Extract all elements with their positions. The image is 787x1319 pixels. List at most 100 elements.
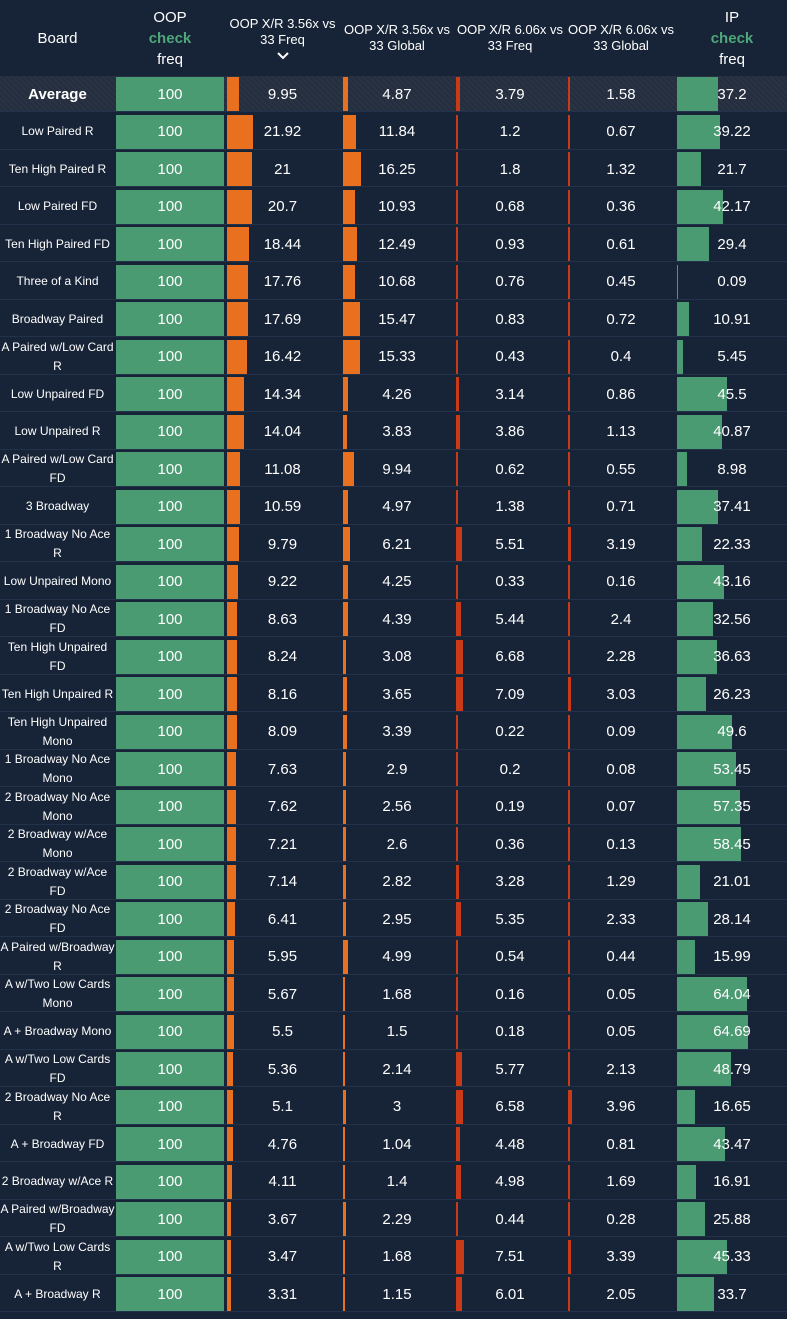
- c1-value: 17.69: [263, 310, 302, 328]
- table-row[interactable]: 1 Broadway No Ace Mono 100 7.63 2.9 0.2 0.08 5…: [0, 751, 787, 787]
- header-col3[interactable]: OOP X/R 6.06x vs 33 Freq: [454, 0, 566, 76]
- c4-bar: [568, 264, 570, 299]
- table-row[interactable]: Ten High Paired FD 100 18.44 12.49 0.93 0.61 2…: [0, 226, 787, 262]
- table-row[interactable]: A w/Two Low Cards FD 100 5.36 2.14 5.77 2.13 4…: [0, 1051, 787, 1087]
- c3-value: 0.16: [495, 985, 525, 1003]
- c2-value: 15.47: [378, 310, 416, 328]
- c2-bar: [343, 189, 356, 224]
- ip-freq-bar: [677, 714, 732, 749]
- c4-value: 0.72: [606, 310, 636, 328]
- table-row[interactable]: Low Unpaired Mono 100 9.22 4.25 0.33 0.16 43.1…: [0, 564, 787, 600]
- ip-check-freq-value: 58.45: [713, 835, 751, 853]
- table-row[interactable]: A w/Two Low Cards Mono 100 5.67 1.68 0.16 0.0…: [0, 976, 787, 1012]
- c4-value: 3.96: [606, 1098, 636, 1115]
- table-row[interactable]: Ten High Paired R 100 21 16.25 1.8 1.32 21.7: [0, 151, 787, 187]
- board-name: 2 Broadway w/Ace Mono: [7, 827, 108, 860]
- header-col2[interactable]: OOP X/R 3.56x vs 33 Global: [341, 0, 453, 76]
- c3-value: 0.33: [495, 573, 525, 590]
- c1-bar: [227, 152, 253, 186]
- ip-freq-bar: [677, 77, 718, 111]
- oop-check-freq-cell: 100: [116, 639, 224, 674]
- board-name: 2 Broadway No Ace R: [4, 1089, 111, 1123]
- table-row[interactable]: 2 Broadway No Ace Mono 100 7.62 2.56 0.19 0.0…: [0, 789, 787, 825]
- table-row[interactable]: A + Broadway Mono 100 5.5 1.5 0.18 0.05 64.69: [0, 1014, 787, 1050]
- c2-value: 3.08: [382, 648, 412, 665]
- c3-value: 0.68: [495, 198, 525, 215]
- ip-check-freq-value: 49.6: [717, 723, 747, 740]
- c2-value: 4.25: [382, 573, 412, 590]
- c3-value: 0.93: [495, 235, 525, 253]
- header-board[interactable]: Board: [0, 0, 115, 76]
- c1-value: 8.09: [267, 723, 298, 740]
- c2-bar: [343, 264, 355, 299]
- table-row[interactable]: 1 Broadway No Ace FD 100 8.63 4.39 5.44 2.4 32…: [0, 601, 787, 637]
- table-row[interactable]: A Paired w/Low Card R 100 16.42 15.33 0.43 0.…: [0, 339, 787, 375]
- table-row[interactable]: 2 Broadway No Ace R 100 5.1 3 6.58 3.96 16.65: [0, 1089, 787, 1125]
- board-name: Low Unpaired R: [14, 424, 101, 438]
- ip-freq-bar: [677, 339, 683, 374]
- c4-bar: [568, 1127, 570, 1161]
- board-name: A Paired w/Broadway FD: [0, 1202, 115, 1235]
- table-row[interactable]: Broadway Paired 100 17.69 15.47 0.83 0.72 10.9…: [0, 301, 787, 337]
- c1-value: 17.76: [263, 273, 302, 290]
- c4-bar: [568, 339, 570, 374]
- c3-value: 3.86: [495, 423, 525, 440]
- c2-value: 2.95: [382, 910, 412, 928]
- header-ip-check-freq[interactable]: IP check freq: [677, 0, 787, 76]
- c3-value: 6.58: [495, 1098, 525, 1115]
- c2-bar: [343, 977, 345, 1011]
- header-col4[interactable]: OOP X/R 6.06x vs 33 Global: [566, 0, 676, 76]
- c4-value: 0.05: [606, 1023, 636, 1040]
- c1-bar: [227, 1127, 233, 1161]
- c4-value: 0.67: [606, 123, 636, 140]
- table-row[interactable]: 2 Broadway No Ace FD 100 6.41 2.95 5.35 2.33 2…: [0, 901, 787, 937]
- table-row[interactable]: A + Broadway R 100 3.31 1.15 6.01 2.05 33.7: [0, 1276, 787, 1312]
- average-row[interactable]: Average 100 9.95 4.87 3.79 1.58 37.2: [0, 76, 787, 112]
- board-name: A w/Two Low Cards FD: [4, 1052, 111, 1085]
- table-row[interactable]: Low Unpaired FD 100 14.34 4.26 3.14 0.86 45.5: [0, 376, 787, 412]
- c1-value: 9.95: [267, 85, 298, 103]
- ip-freq-bar: [677, 377, 728, 411]
- table-row[interactable]: 3 Broadway 100 10.59 4.97 1.38 0.71 37.41: [0, 489, 787, 525]
- c1-value: 3.31: [267, 1285, 298, 1303]
- ip-check-freq-value: 26.23: [713, 685, 751, 703]
- header-oop-check-freq[interactable]: OOP check freq: [116, 0, 224, 76]
- ip-freq-bar: [677, 789, 741, 824]
- table-row[interactable]: Low Unpaired R 100 14.04 3.83 3.86 1.13 40.87: [0, 414, 787, 450]
- table-row[interactable]: A Paired w/Broadway FD 100 3.67 2.29 0.44 0.2…: [0, 1201, 787, 1237]
- c1-value: 9.79: [267, 535, 298, 553]
- table-row[interactable]: Three of a Kind 100 17.76 10.68 0.76 0.45 0.09: [0, 264, 787, 300]
- c1-value: 5.95: [267, 948, 298, 965]
- c2-value: 10.68: [378, 273, 416, 290]
- ip-check-freq-value: 64.69: [713, 1023, 751, 1040]
- c1-bar: [227, 827, 236, 861]
- table-row[interactable]: 2 Broadway w/Ace R 100 4.11 1.4 4.98 1.69 16.9…: [0, 1164, 787, 1200]
- c2-value: 2.9: [386, 760, 408, 778]
- table-row[interactable]: 1 Broadway No Ace R 100 9.79 6.21 5.51 3.19 22…: [0, 526, 787, 562]
- table-row[interactable]: 2 Broadway w/Ace FD 100 7.14 2.82 3.28 1.29 21…: [0, 864, 787, 900]
- ip-check-freq-value: 48.79: [713, 1060, 751, 1078]
- table-row[interactable]: Ten High Unpaired FD 100 8.24 3.08 6.68 2.28 3…: [0, 639, 787, 675]
- c2-bar: [343, 114, 357, 149]
- table-row[interactable]: Ten High Unpaired R 100 8.16 3.65 7.09 3.03 26…: [0, 676, 787, 712]
- table-row[interactable]: Ten High Unpaired Mono 100 8.09 3.39 0.22 0.0…: [0, 714, 787, 750]
- ip-check-freq-value: 0.09: [717, 273, 747, 290]
- table-row[interactable]: A Paired w/Low Card FD 100 11.08 9.94 0.62 0.…: [0, 451, 787, 487]
- c4-bar: [568, 302, 570, 336]
- header-col1[interactable]: OOP X/R 3.56x vs 33 Freq: [225, 0, 340, 76]
- c3-value: 0.83: [495, 310, 525, 328]
- header-board-label: Board: [37, 29, 78, 47]
- table-row[interactable]: 2 Broadway w/Ace Mono 100 7.21 2.6 0.36 0.13 5…: [0, 826, 787, 862]
- table-row[interactable]: Low Paired R 100 21.92 11.84 1.2 0.67 39.22: [0, 114, 787, 150]
- ip-check-freq-value: 16.65: [713, 1098, 751, 1115]
- c4-bar: [568, 414, 570, 449]
- c3-bar: [456, 789, 458, 824]
- table-row[interactable]: A + Broadway FD 100 4.76 1.04 4.48 0.81 43.47: [0, 1126, 787, 1162]
- table-row[interactable]: A Paired w/Broadway R 100 5.95 4.99 0.54 0.44…: [0, 939, 787, 975]
- table-row[interactable]: A w/Two Low Cards R 100 3.47 1.68 7.51 3.39 45…: [0, 1239, 787, 1275]
- table-row[interactable]: Low Paired FD 100 20.7 10.93 0.68 0.36 42.17: [0, 189, 787, 225]
- c3-bar: [456, 527, 462, 561]
- board-name: 1 Broadway No Ace R: [4, 527, 111, 560]
- c2-bar: [343, 1239, 345, 1274]
- c4-bar: [568, 1277, 571, 1311]
